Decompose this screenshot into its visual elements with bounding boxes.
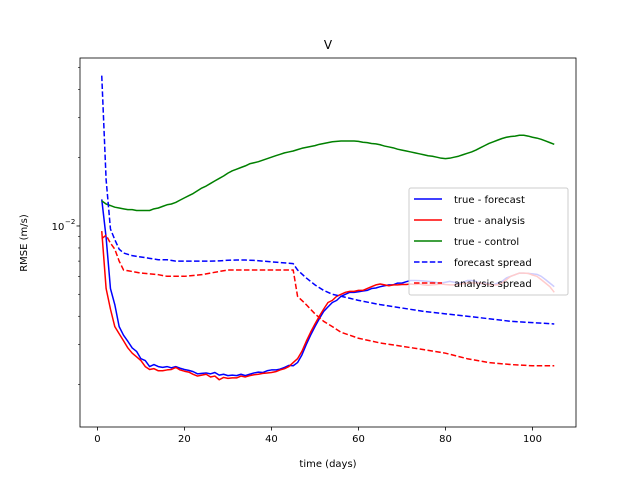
legend-label-2: true - control [454,237,519,248]
x-tick-label: 100 [523,434,542,445]
x-tick-label: 0 [94,434,100,445]
axes: 0 20 40 60 80 100 10 −2 [52,57,577,445]
legend: true - forecast true - analysis true - con… [408,187,569,296]
x-axis-label: time (days) [299,459,356,470]
y-axis-label: RMSE (m/s) [19,214,30,272]
y-tick-exponent: −2 [65,218,75,226]
x-tick-label: 80 [439,434,452,445]
x-tick-label: 20 [178,434,191,445]
legend-label-1: true - analysis [454,216,525,227]
series-line-3 [101,75,555,325]
series-line-4 [101,234,555,367]
chart-title: V [324,38,333,52]
series-line-2 [101,134,555,212]
plot-frame [79,57,577,428]
legend-label-0: true - forecast [454,195,525,206]
legend-label-4: analysis spread [454,279,532,290]
y-tick-label: 10 [52,222,65,233]
x-tick-label: 40 [265,434,278,445]
legend-box [408,187,569,296]
legend-label-3: forecast spread [454,258,532,269]
x-tick-label: 60 [352,434,365,445]
